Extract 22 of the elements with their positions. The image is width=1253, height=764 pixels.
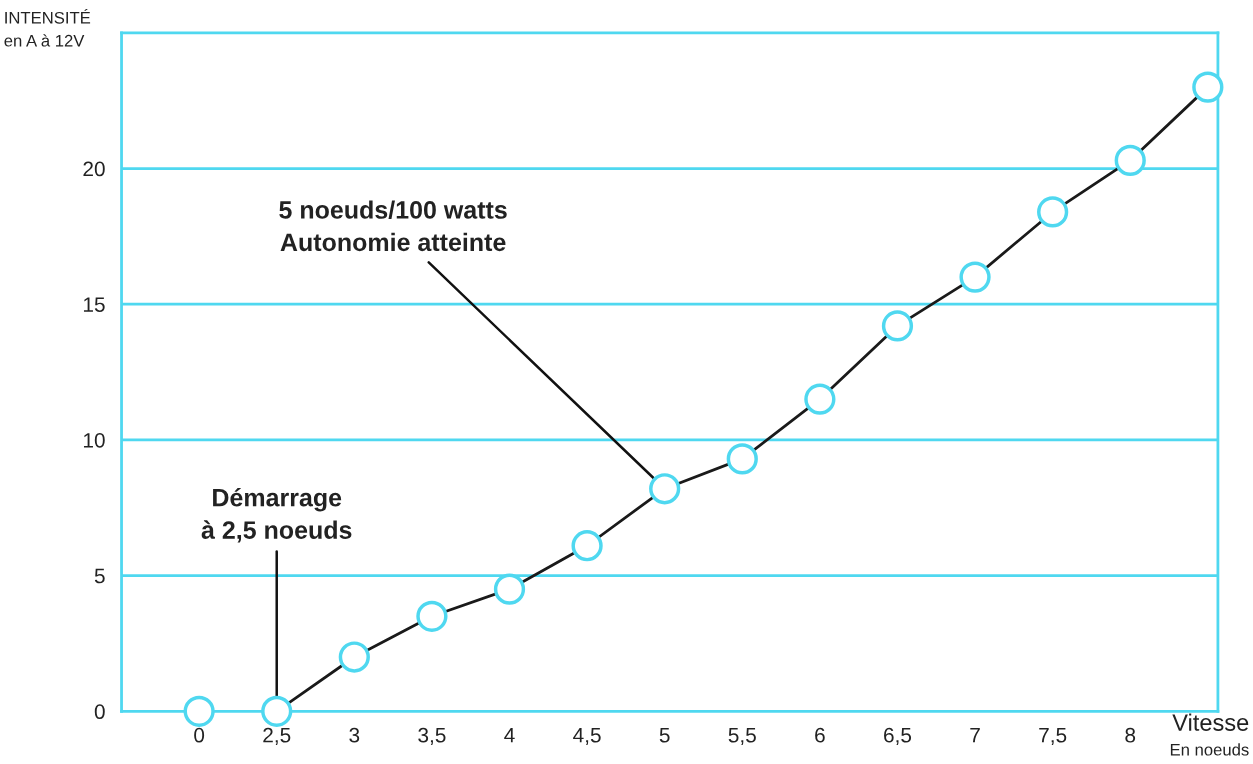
x-tick-label: 8 — [1125, 727, 1136, 743]
x-tick-label: 3,5 — [418, 727, 446, 746]
x-tick-label: 7 — [970, 728, 980, 743]
x-tick-label: 7,5 — [1039, 728, 1067, 746]
annotation: Démarrage à 2,5 noeuds — [201, 487, 352, 543]
y-tick-label: 0 — [94, 704, 105, 720]
annotation: 5 noeuds/100 watts Autonomie atteinte — [279, 200, 507, 252]
y-tick-label: 20 — [83, 161, 105, 177]
y-tick-label: 5 — [94, 568, 105, 584]
x-axis-title: Vitesse En noeuds — [1170, 713, 1249, 756]
x-tick-label: 0 — [194, 727, 205, 743]
x-tick-label: 6,5 — [884, 727, 912, 746]
x-tick-label: 4,5 — [573, 728, 601, 746]
x-tick-label: 5,5 — [728, 728, 756, 746]
y-tick-label: 15 — [83, 297, 105, 312]
x-tick-label: 5 — [659, 728, 670, 743]
x-tick-label: 2,5 — [263, 727, 291, 746]
y-tick-label: 10 — [83, 432, 105, 448]
x-tick-label: 4 — [504, 728, 515, 743]
y-axis-title: INTENSITÉ en A à 12V — [4, 9, 91, 47]
x-tick-label: 6 — [815, 727, 825, 743]
x-tick-label: 3 — [349, 727, 360, 743]
